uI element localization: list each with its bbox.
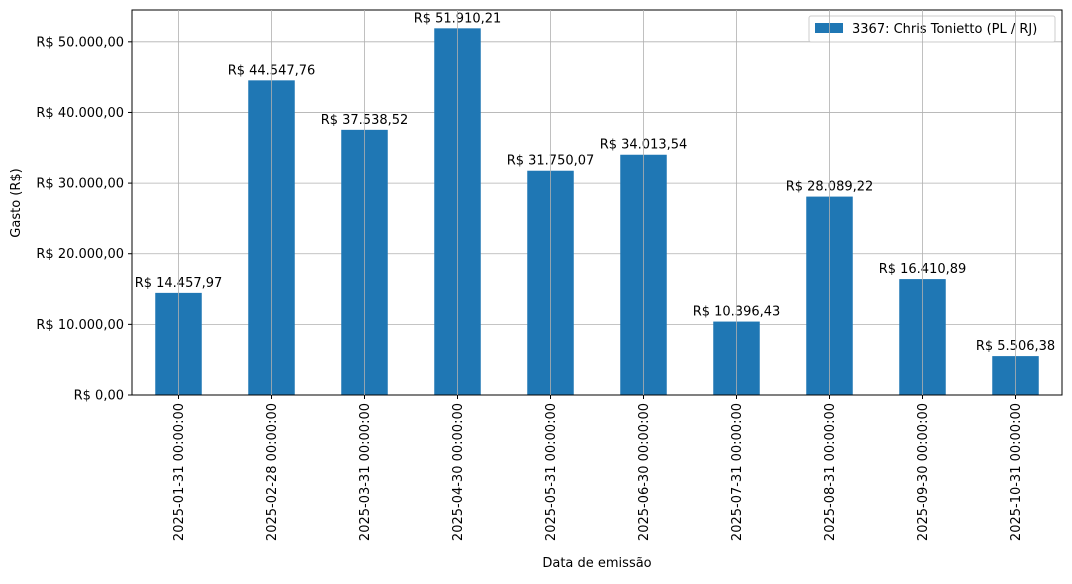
x-tick-label: 2025-06-30 00:00:00 (637, 403, 652, 541)
x-tick-label: 2025-07-31 00:00:00 (730, 403, 745, 541)
y-tick-label: R$ 40.000,00 (36, 106, 124, 121)
legend-swatch (815, 23, 843, 33)
x-tick-label: 2025-10-31 00:00:00 (1009, 403, 1024, 541)
bars (155, 28, 1039, 396)
y-axis: R$ 0,00 R$ 10.000,00 R$ 20.000,00 R$ 30.000… (36, 35, 132, 404)
legend: 3367: Chris Tonietto (PL / RJ) (808, 15, 1056, 43)
x-tick-label: 2025-05-31 00:00:00 (544, 403, 559, 541)
y-tick-label: R$ 10.000,00 (36, 318, 124, 333)
x-tick-label: 2025-04-30 00:00:00 (451, 403, 466, 541)
x-tick-label: 2025-02-28 00:00:00 (265, 403, 280, 541)
x-axis: 2025-01-31 00:00:00 2025-02-28 00:00:00 20… (172, 395, 1024, 541)
x-tick-label: 2025-09-30 00:00:00 (916, 403, 931, 541)
legend-label: 3367: Chris Tonietto (PL / RJ) (852, 22, 1037, 37)
y-axis-label: Gasto (R$) (9, 168, 24, 237)
x-tick-label: 2025-03-31 00:00:00 (358, 403, 373, 541)
y-tick-label: R$ 20.000,00 (36, 247, 124, 262)
x-axis-label: Data de emissão (542, 556, 651, 571)
y-tick-label: R$ 30.000,00 (36, 177, 124, 192)
legend-box (808, 15, 1056, 43)
y-tick-label: R$ 50.000,00 (36, 35, 124, 50)
x-tick-label: 2025-01-31 00:00:00 (172, 403, 187, 541)
y-tick-label: R$ 0,00 (74, 389, 124, 404)
x-tick-label: 2025-08-31 00:00:00 (823, 403, 838, 541)
axes-frame (131, 9, 1063, 396)
